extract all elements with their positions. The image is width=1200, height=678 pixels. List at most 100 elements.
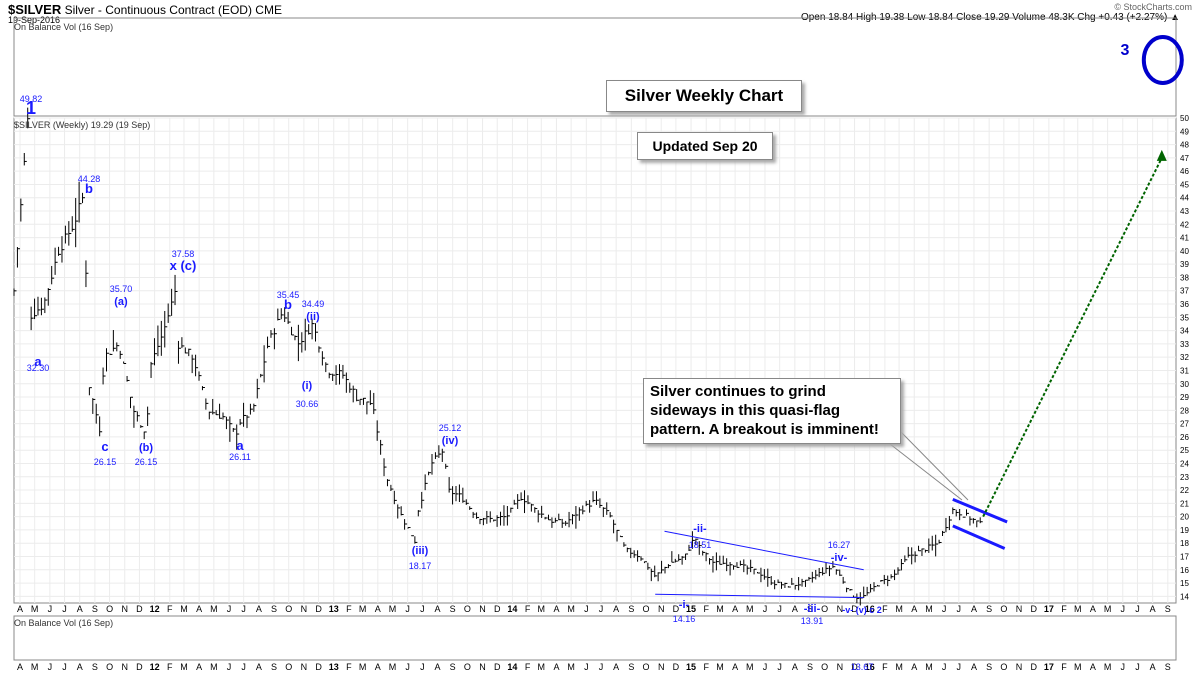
- x-tick-label: 17: [1044, 604, 1054, 614]
- x-tick-label: D: [315, 662, 322, 672]
- x-tick-label: 14: [507, 604, 517, 614]
- x-tick-label: 16: [865, 662, 875, 672]
- wave-price-label: 13.67: [851, 662, 874, 672]
- price-panel-label: $SILVER (Weekly) 19.29 (19 Sep): [14, 120, 151, 130]
- x-tick-label: M: [1074, 662, 1082, 672]
- x-tick-label: S: [1165, 662, 1171, 672]
- x-tick-label: N: [479, 604, 486, 614]
- x-tick-label: M: [1104, 604, 1112, 614]
- x-tick-label: O: [1000, 662, 1007, 672]
- x-tick-label: N: [837, 604, 844, 614]
- x-tick-label: M: [567, 662, 575, 672]
- x-tick-label: A: [911, 662, 917, 672]
- x-tick-label: A: [792, 662, 798, 672]
- x-tick-label: J: [241, 604, 246, 614]
- x-tick-label: J: [763, 604, 768, 614]
- x-tick-label: A: [17, 604, 23, 614]
- x-tick-label: N: [301, 604, 308, 614]
- x-tick-label: O: [821, 662, 828, 672]
- x-tick-label: F: [346, 662, 352, 672]
- wave-price-label: 35.45: [277, 290, 300, 300]
- x-tick-label: J: [62, 662, 67, 672]
- x-tick-label: A: [732, 662, 738, 672]
- y-tick-label: 25: [1180, 446, 1189, 455]
- x-tick-label: S: [628, 662, 634, 672]
- x-tick-label: F: [1061, 662, 1067, 672]
- x-tick-label: A: [1090, 662, 1096, 672]
- x-tick-label: 12: [150, 604, 160, 614]
- x-tick-label: M: [925, 662, 933, 672]
- x-tick-label: J: [420, 662, 425, 672]
- x-tick-label: J: [48, 604, 53, 614]
- wave-label: -i-: [679, 599, 690, 611]
- wave-label: (iii): [412, 545, 429, 557]
- x-tick-label: D: [851, 662, 858, 672]
- x-tick-label: 13: [329, 604, 339, 614]
- y-tick-label: 40: [1180, 247, 1189, 256]
- x-tick-label: A: [732, 604, 738, 614]
- y-tick-label: 32: [1180, 353, 1189, 362]
- x-tick-label: A: [971, 662, 977, 672]
- x-tick-label: O: [285, 604, 292, 614]
- triangle-upper-line: [664, 530, 864, 571]
- x-tick-label: J: [227, 604, 232, 614]
- x-tick-label: O: [464, 662, 471, 672]
- x-tick-label: A: [971, 604, 977, 614]
- source-credit: © StockCharts.com: [1114, 2, 1192, 12]
- y-tick-label: 39: [1180, 260, 1189, 269]
- x-tick-label: N: [121, 662, 128, 672]
- x-tick-label: A: [911, 604, 917, 614]
- x-tick-label: J: [48, 662, 53, 672]
- y-tick-label: 49: [1180, 127, 1189, 136]
- x-tick-label: J: [62, 604, 67, 614]
- callout-line: [900, 431, 969, 501]
- x-tick-label: N: [658, 604, 665, 614]
- x-tick-label: A: [435, 604, 441, 614]
- x-tick-label: S: [628, 604, 634, 614]
- y-tick-label: 47: [1180, 154, 1189, 163]
- y-tick-label: 48: [1180, 141, 1189, 150]
- x-tick-label: S: [807, 662, 813, 672]
- x-tick-label: M: [359, 662, 367, 672]
- x-tick-label: 13: [329, 662, 339, 672]
- y-tick-label: 45: [1180, 180, 1189, 189]
- x-tick-label: S: [1165, 604, 1171, 614]
- x-tick-label: F: [525, 662, 531, 672]
- x-tick-label: A: [77, 604, 83, 614]
- x-tick-label: J: [584, 662, 589, 672]
- y-tick-label: 28: [1180, 406, 1189, 415]
- x-tick-label: A: [613, 662, 619, 672]
- x-tick-label: 12: [150, 662, 160, 672]
- symbol-description: Silver - Continuous Contract (EOD) CME: [64, 3, 282, 17]
- x-tick-label: J: [763, 662, 768, 672]
- wave-price-label: 26.15: [135, 457, 158, 467]
- x-tick-label: D: [494, 662, 501, 672]
- x-tick-label: D: [673, 604, 680, 614]
- wave-label: x (c): [170, 258, 197, 273]
- x-tick-label: D: [136, 604, 143, 614]
- x-tick-label: A: [435, 662, 441, 672]
- x-tick-label: S: [271, 662, 277, 672]
- x-tick-label: D: [136, 662, 143, 672]
- x-tick-label: A: [256, 662, 262, 672]
- x-tick-label: M: [567, 604, 575, 614]
- wave-label: b: [85, 181, 93, 196]
- y-tick-label: 14: [1180, 592, 1189, 601]
- x-tick-label: J: [957, 662, 962, 672]
- y-tick-label: 15: [1180, 579, 1189, 588]
- x-tick-label: N: [658, 662, 665, 672]
- x-tick-label: A: [256, 604, 262, 614]
- x-tick-label: M: [210, 662, 218, 672]
- x-tick-label: 15: [686, 604, 696, 614]
- x-tick-label: F: [167, 604, 173, 614]
- x-tick-label: M: [538, 604, 546, 614]
- y-tick-label: 27: [1180, 420, 1189, 429]
- x-tick-label: J: [420, 604, 425, 614]
- y-tick-label: 41: [1180, 234, 1189, 243]
- x-tick-label: J: [599, 662, 604, 672]
- x-tick-label: D: [315, 604, 322, 614]
- x-tick-label: J: [1121, 604, 1126, 614]
- x-tick-label: O: [464, 604, 471, 614]
- x-tick-label: O: [643, 662, 650, 672]
- y-tick-label: 26: [1180, 433, 1189, 442]
